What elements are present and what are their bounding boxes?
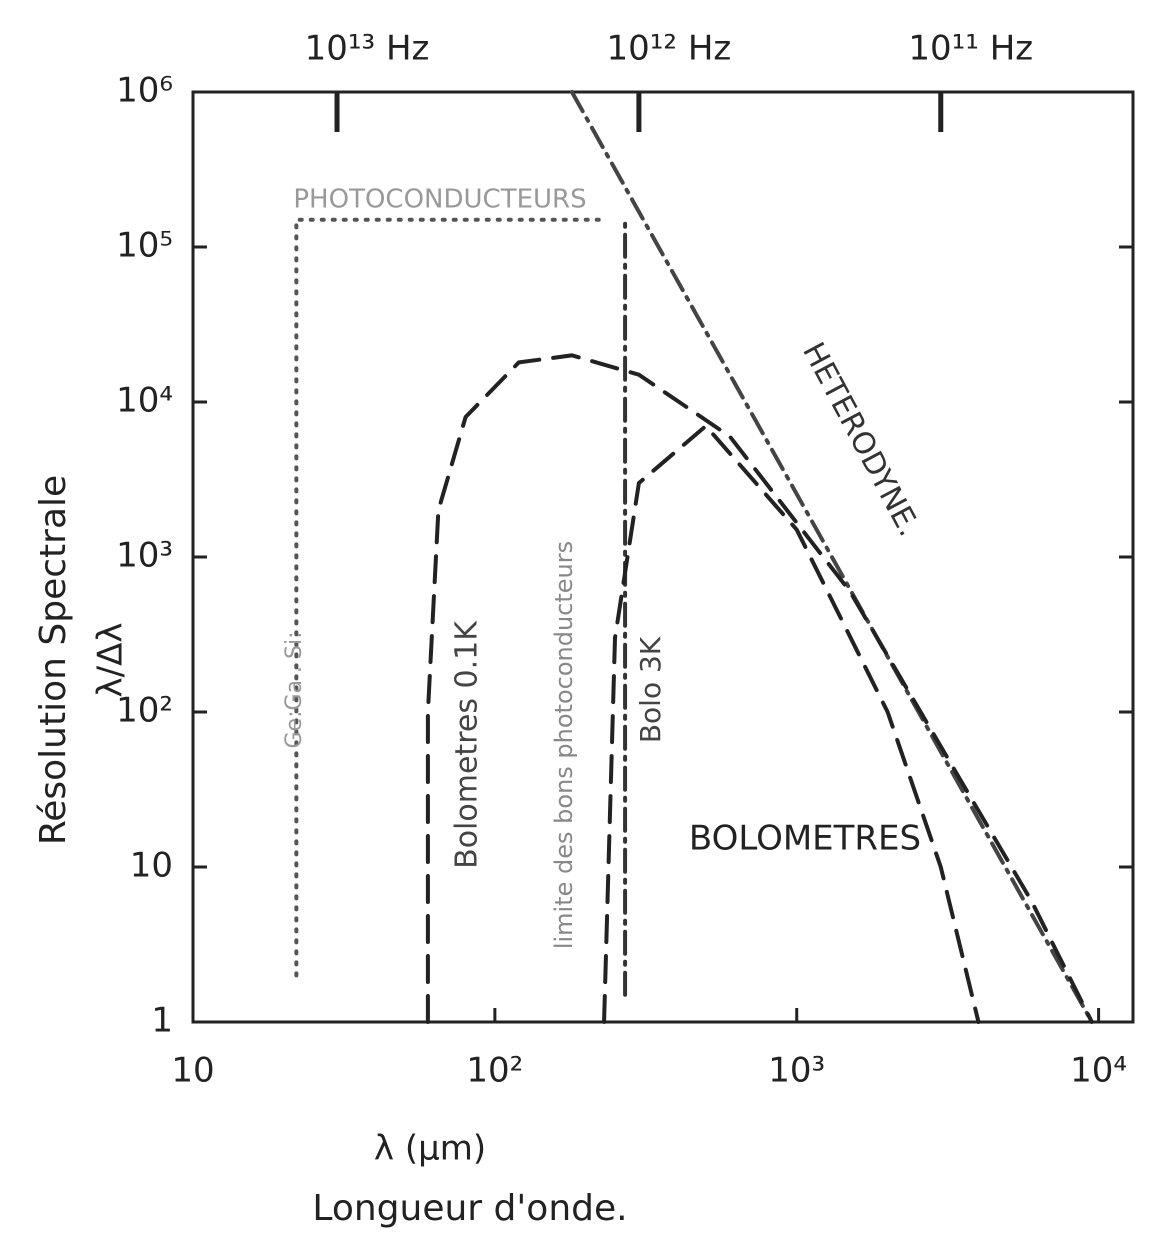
y-tick-label: 10⁶ (116, 71, 173, 111)
annotation: limite des bons photoconducteurs (550, 541, 578, 949)
y-tick-label: 10³ (116, 536, 173, 576)
annotation: PHOTOCONDUCTEURS (293, 185, 586, 215)
series-line (294, 217, 607, 978)
annotation: Ge:Ga . Si: (282, 632, 307, 749)
series-line (602, 423, 981, 1024)
top-tick-label: 10¹³ Hz (305, 29, 430, 69)
y-tick-label: 1 (151, 1001, 173, 1041)
y-tick-label: 10⁵ (116, 226, 173, 266)
y-tick-label: 10² (116, 691, 173, 731)
annotation: BOLOMETRES (689, 819, 921, 859)
x-axis-label: λ (µm) (374, 1129, 486, 1169)
series-line (569, 90, 1094, 1024)
top-tick-label: 10¹¹ Hz (908, 29, 1033, 69)
y-tick-label: 10⁴ (116, 381, 173, 421)
x-tick-label: 10² (466, 1051, 523, 1091)
y-axis-label: Résolution Spectrale (33, 475, 74, 845)
annotation: HETERODYNE. (795, 337, 926, 542)
x-tick-label: 10⁴ (1070, 1051, 1127, 1091)
series-line (425, 353, 1094, 1024)
y-tick-label: 10 (130, 846, 173, 886)
plot-frame (191, 90, 1135, 1024)
x-tick-label: 10 (171, 1051, 214, 1091)
annotation: Bolo 3K (634, 636, 667, 743)
annotation: Bolometres 0.1K (450, 620, 485, 869)
y-axis-subtitle: λ/Δλ (91, 623, 131, 698)
x-axis-subtitle: Longueur d'onde. (312, 1188, 627, 1229)
top-tick-label: 10¹² Hz (607, 29, 732, 69)
x-tick-label: 10³ (768, 1051, 825, 1091)
